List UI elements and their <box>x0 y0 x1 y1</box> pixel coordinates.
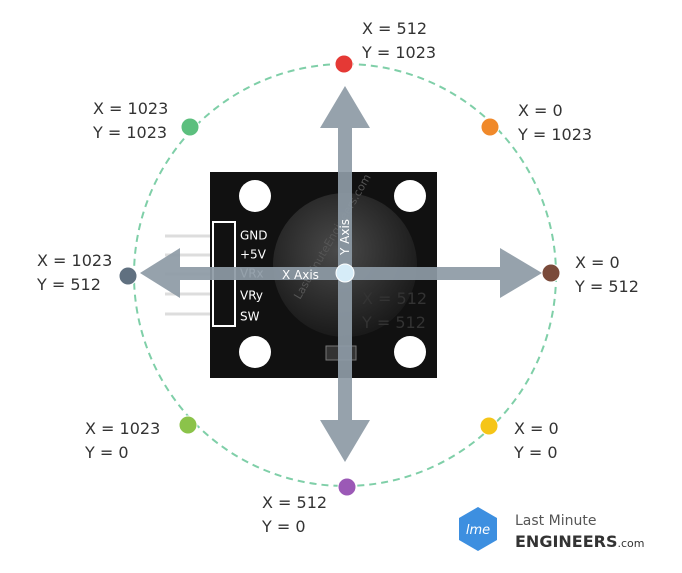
x-axis-label: X Axis <box>282 268 319 282</box>
x-value-label: X = 512 <box>262 493 327 512</box>
logo-line1: Last Minute <box>515 513 596 529</box>
y-value-label: Y = 1023 <box>517 125 592 144</box>
position-dot <box>335 263 355 283</box>
x-value-label: X = 1023 <box>37 251 112 270</box>
position-dot <box>118 266 138 286</box>
x-value-label: X = 0 <box>575 253 620 272</box>
position-dot <box>180 117 200 137</box>
x-value-label: X = 512 <box>362 289 427 308</box>
pin-label: +5V <box>240 248 267 262</box>
position-dot <box>334 54 354 74</box>
y-value-label: Y = 0 <box>261 517 306 536</box>
y-value-label: Y = 512 <box>574 277 639 296</box>
pin-label: VRy <box>240 289 263 303</box>
logo-suffix: .com <box>618 537 645 550</box>
y-value-label: Y = 1023 <box>92 123 167 142</box>
logo-name: ENGINEERS <box>515 532 618 551</box>
y-axis-label: Y Axis <box>338 219 352 256</box>
position-dot <box>480 117 500 137</box>
logo-mark-text: lme <box>466 523 490 538</box>
x-value-label: X = 0 <box>518 101 563 120</box>
pin-label: GND <box>240 229 268 243</box>
logo-line2: ENGINEERS.com <box>515 532 645 551</box>
y-value-label: Y = 0 <box>513 443 558 462</box>
y-value-label: Y = 1023 <box>361 43 436 62</box>
position-dot <box>178 415 198 435</box>
position-dot <box>541 263 561 283</box>
x-value-label: X = 0 <box>514 419 559 438</box>
y-value-label: Y = 512 <box>36 275 101 294</box>
y-value-label: Y = 0 <box>84 443 129 462</box>
logo-mark <box>459 507 497 551</box>
position-dot <box>479 416 499 436</box>
mount-holes <box>239 180 426 368</box>
pin-label: SW <box>240 310 260 324</box>
y-value-label: Y = 512 <box>361 313 426 332</box>
x-value-label: X = 1023 <box>85 419 160 438</box>
x-value-label: X = 1023 <box>93 99 168 118</box>
position-dot <box>337 477 357 497</box>
x-value-label: X = 512 <box>362 19 427 38</box>
